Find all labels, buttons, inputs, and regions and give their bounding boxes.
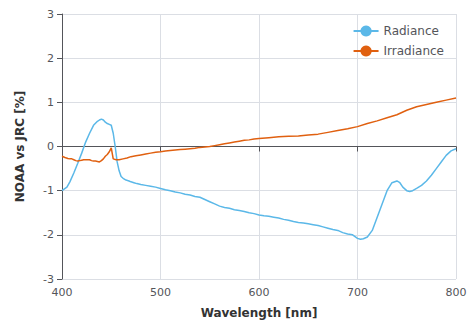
svg-text:-2: -2	[43, 228, 54, 241]
svg-text:800: 800	[446, 286, 467, 299]
svg-text:700: 700	[347, 286, 368, 299]
svg-text:-3: -3	[43, 273, 54, 286]
svg-text:-1: -1	[43, 184, 54, 197]
svg-text:Irradiance: Irradiance	[384, 44, 444, 58]
svg-text:Radiance: Radiance	[384, 24, 439, 38]
svg-text:3: 3	[47, 8, 54, 21]
svg-text:Wavelength [nm]: Wavelength [nm]	[201, 306, 318, 320]
svg-text:400: 400	[52, 286, 73, 299]
svg-text:2: 2	[47, 52, 54, 65]
svg-text:600: 600	[249, 286, 270, 299]
svg-text:0: 0	[47, 140, 54, 153]
svg-text:1: 1	[47, 96, 54, 109]
svg-text:500: 500	[150, 286, 171, 299]
svg-text:NOAA vs JRC [%]: NOAA vs JRC [%]	[13, 91, 27, 203]
